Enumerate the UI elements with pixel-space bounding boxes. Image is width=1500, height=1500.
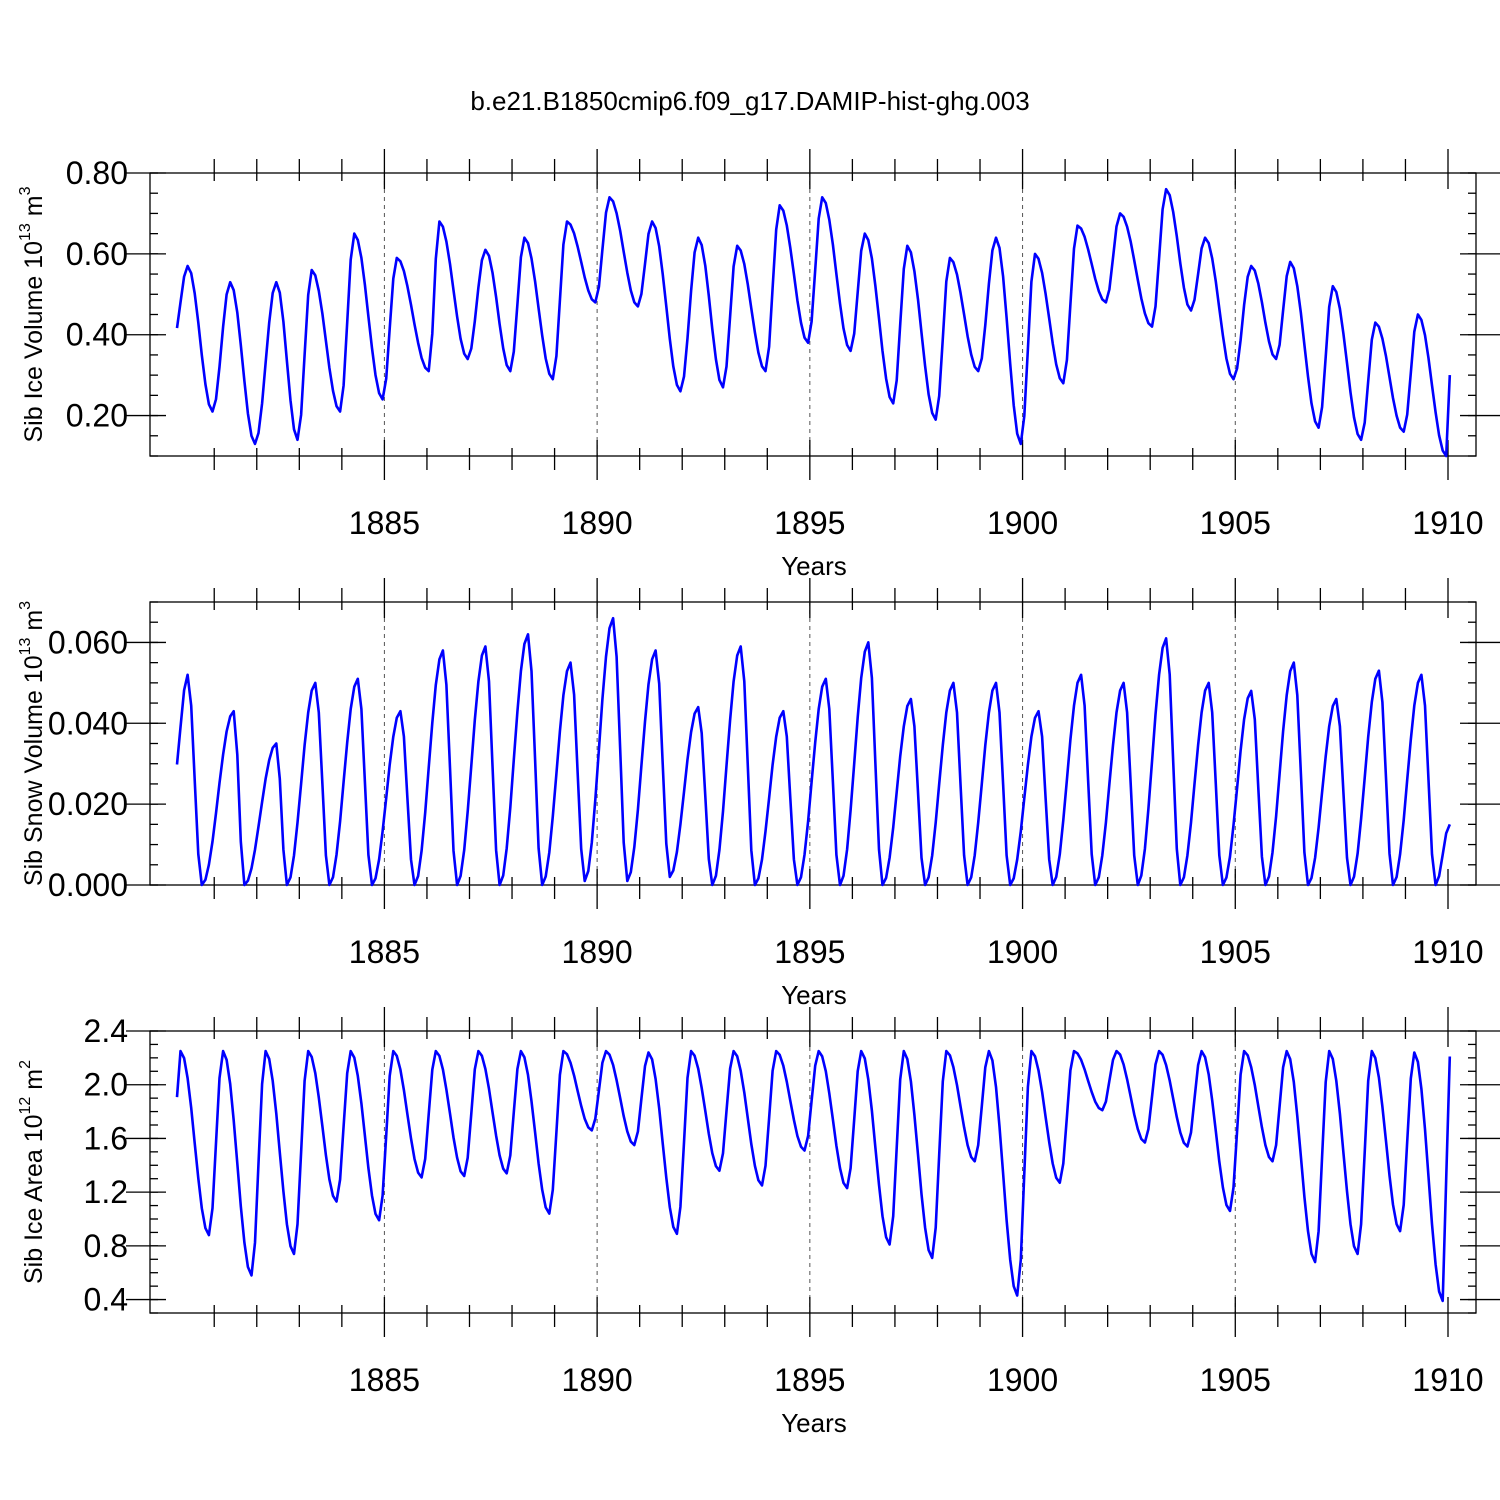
y-axis-label: Sib Ice Volume 1013 m3: [17, 186, 48, 442]
series-line: [175, 1049, 1452, 1303]
x-tick-label: 1910: [1412, 1362, 1483, 1398]
x-tick-label: 1900: [987, 1362, 1058, 1398]
x-tick-label: 1905: [1200, 505, 1271, 541]
series-line: [175, 616, 1452, 887]
y-tick-label: 0.20: [66, 398, 128, 434]
y-tick-label: 0.40: [66, 317, 128, 353]
x-tick-label: 1900: [987, 505, 1058, 541]
y-tick-label: 0.020: [48, 786, 128, 822]
y-tick-label: 2.4: [84, 1013, 128, 1049]
x-tick-label: 1910: [1412, 934, 1483, 970]
y-axis-label: Sib Ice Area 1012 m2: [17, 1060, 48, 1284]
y-tick-label: 0.8: [84, 1228, 128, 1264]
chart-title: b.e21.B1850cmip6.f09_g17.DAMIP-hist-ghg.…: [470, 86, 1029, 116]
x-tick-label: 1910: [1412, 505, 1483, 541]
x-tick-label: 1885: [349, 1362, 420, 1398]
y-tick-label: 0.80: [66, 155, 128, 191]
plot-frame: [149, 1030, 1477, 1314]
y-tick-label: 2.0: [84, 1067, 128, 1103]
x-tick-label: 1885: [349, 505, 420, 541]
x-tick-label: 1890: [562, 934, 633, 970]
panel-2: 0.000 0.020 0.040 0.060 1885 1890 1895 1900 1905…: [17, 578, 1500, 1010]
x-tick-label: 1895: [774, 505, 845, 541]
x-tick-label: 1900: [987, 934, 1058, 970]
panel-3: 0.4 0.8 1.2 1.6 2.0 2.4 1885 1890 1895 1900 1905 19…: [17, 1007, 1500, 1438]
x-tick-label: 1905: [1200, 1362, 1271, 1398]
x-tick-label: 1890: [562, 505, 633, 541]
x-tick-label: 1885: [349, 934, 420, 970]
y-tick-label: 0.000: [48, 867, 128, 903]
x-axis-label: Years: [781, 980, 847, 1010]
y-tick-label: 1.6: [84, 1120, 128, 1156]
x-tick-label: 1895: [774, 934, 845, 970]
panel-1: 0.20 0.40 0.60 0.80 1885 1890 1895 1900 1905 1910…: [17, 149, 1500, 581]
x-axis-label: Years: [781, 1408, 847, 1438]
y-tick-label: 0.040: [48, 705, 128, 741]
x-tick-label: 1895: [774, 1362, 845, 1398]
y-tick-label: 1.2: [84, 1174, 128, 1210]
x-tick-label: 1890: [562, 1362, 633, 1398]
series-line: [175, 187, 1452, 458]
y-axis-label: Sib Snow Volume 1013 m3: [17, 601, 48, 886]
y-tick-label: 0.060: [48, 624, 128, 660]
x-tick-label: 1905: [1200, 934, 1271, 970]
y-tick-label: 0.4: [84, 1282, 128, 1318]
y-tick-label: 0.60: [66, 236, 128, 272]
plot-frame: [149, 601, 1477, 886]
x-axis-label: Years: [781, 551, 847, 581]
